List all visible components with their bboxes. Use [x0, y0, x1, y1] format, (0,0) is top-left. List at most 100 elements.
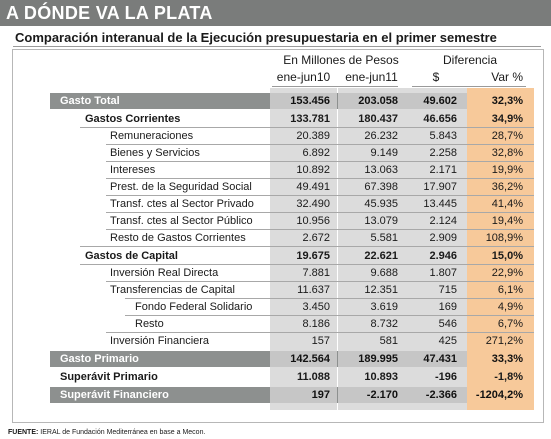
- table-row-gastos-corrientes: Gastos Corrientes 133.781 180.437 46.656…: [50, 110, 534, 128]
- cell-jun11: 22.621: [364, 250, 398, 262]
- row-label: Bienes y Servicios: [110, 147, 200, 159]
- row-divider: [106, 178, 534, 179]
- cell-jun11: 67.398: [364, 181, 398, 193]
- cell-diff-amount: 2.258: [429, 147, 457, 159]
- row-divider: [125, 298, 534, 299]
- cell-jun10: 157: [311, 335, 330, 347]
- cell-jun10: 2.672: [302, 232, 330, 244]
- header-col-jun10: ene-jun10: [276, 70, 331, 84]
- row-divider: [80, 264, 534, 265]
- cell-var-pct: 19,9%: [491, 164, 523, 176]
- table-subtitle: Comparación interanual de la Ejecución p…: [15, 30, 497, 45]
- row-label: Gasto Total: [60, 95, 120, 107]
- row-divider: [106, 212, 534, 213]
- cell-jun10: 142.564: [270, 351, 337, 367]
- table-row-gasto-primario: Gasto Primario 142.564 189.995 47.431 33…: [50, 350, 534, 367]
- cell-jun11: 13.079: [364, 215, 398, 227]
- cell-diff-amount: 2.946: [429, 250, 457, 262]
- cell-jun10: 133.781: [290, 113, 330, 125]
- cell-jun11: 45.935: [364, 198, 398, 210]
- table-row-transf-privado: Transf. ctes al Sector Privado 32.490 45…: [50, 195, 534, 213]
- table-row-seguridad-social: Prest. de la Seguridad Social 49.491 67.…: [50, 178, 534, 196]
- cell-var-pct: -1204,2%: [467, 387, 534, 403]
- cell-jun10: 10.956: [296, 215, 330, 227]
- row-divider: [80, 246, 534, 247]
- cell-var-pct: 4,9%: [497, 301, 523, 313]
- row-divider: [106, 144, 534, 145]
- table-row-gastos-capital: Gastos de Capital 19.675 22.621 2.946 15…: [50, 247, 534, 265]
- cell-jun11: -2.170: [338, 387, 405, 403]
- source-text: IERAL de Fundación Mediterránea en base …: [40, 429, 206, 436]
- banner-title: A DÓNDE VA LA PLATA: [6, 3, 213, 23]
- cell-var-pct: 108,9%: [485, 232, 523, 244]
- row-label: Superávit Financiero: [60, 389, 169, 401]
- cell-jun10: 153.456: [270, 93, 337, 109]
- cell-diff-amount: 13.445: [423, 198, 457, 210]
- cell-diff-amount: -196: [434, 371, 457, 383]
- row-divider: [106, 332, 534, 333]
- cell-jun10: 6.892: [302, 147, 330, 159]
- cell-jun10: 11.088: [296, 371, 330, 383]
- cell-jun10: 197: [270, 387, 337, 403]
- row-divider: [106, 161, 534, 162]
- header-rule-pesos: [272, 86, 398, 87]
- cell-diff-amount: 47.431: [405, 351, 467, 367]
- row-label: Superávit Primario: [60, 371, 158, 383]
- row-label: Gastos de Capital: [85, 250, 178, 262]
- table-row-resto-corrientes: Resto de Gastos Corrientes 2.672 5.581 2…: [50, 229, 534, 247]
- cell-var-pct: 41,4%: [491, 198, 523, 210]
- cell-diff-amount: 5.843: [429, 130, 457, 142]
- cell-jun10: 19.675: [296, 250, 330, 262]
- table-row-bienes-servicios: Bienes y Servicios 6.892 9.149 2.258 32,…: [50, 144, 534, 162]
- cell-diff-amount: 49.602: [405, 93, 467, 109]
- row-label: Transf. ctes al Sector Público: [110, 215, 253, 227]
- cell-jun10: 3.450: [302, 301, 330, 313]
- table-row-transf-publico: Transf. ctes al Sector Público 10.956 13…: [50, 212, 534, 230]
- cell-jun11: 26.232: [364, 130, 398, 142]
- cell-jun10: 7.881: [302, 267, 330, 279]
- header-col-var-pct: Var %: [491, 70, 523, 84]
- cell-jun10: 8.186: [302, 318, 330, 330]
- banner: A DÓNDE VA LA PLATA: [0, 0, 551, 26]
- cell-var-pct: 36,2%: [491, 181, 523, 193]
- header-col-diff-amount: $: [432, 70, 440, 84]
- row-divider: [106, 281, 534, 282]
- table-row-superavit-primario: Superávit Primario 11.088 10.893 -196 -1…: [50, 368, 534, 385]
- subtitle-rule: [13, 46, 541, 47]
- cell-jun10: 49.491: [296, 181, 330, 193]
- row-divider: [80, 127, 534, 128]
- cell-jun10: 10.892: [296, 164, 330, 176]
- cell-jun11: 189.995: [338, 351, 405, 367]
- cell-jun10: 32.490: [296, 198, 330, 210]
- cell-jun11: 203.058: [338, 93, 405, 109]
- table-row-intereses: Intereses 10.892 13.063 2.171 19,9%: [50, 161, 534, 179]
- cell-jun11: 8.732: [370, 318, 398, 330]
- cell-diff-amount: 2.171: [429, 164, 457, 176]
- cell-var-pct: 19,4%: [491, 215, 523, 227]
- table-row-inversion-real: Inversión Real Directa 7.881 9.688 1.807…: [50, 264, 534, 282]
- cell-diff-amount: 425: [438, 335, 457, 347]
- cell-diff-amount: 2.124: [429, 215, 457, 227]
- header-pesos-group: En Millones de Pesos: [283, 53, 399, 67]
- cell-diff-amount: 46.656: [423, 113, 457, 125]
- cell-var-pct: 28,7%: [491, 130, 523, 142]
- cell-jun11: 9.688: [370, 267, 398, 279]
- cell-var-pct: 15,0%: [491, 250, 523, 262]
- row-label: Remuneraciones: [110, 130, 194, 142]
- cell-diff-amount: -2.366: [405, 387, 467, 403]
- row-label: Fondo Federal Solidario: [135, 301, 253, 313]
- cell-diff-amount: 17.907: [423, 181, 457, 193]
- cell-diff-amount: 2.909: [429, 232, 457, 244]
- table-frame: [12, 49, 544, 423]
- table-row-transferencias-capital: Transferencias de Capital 11.637 12.351 …: [50, 281, 534, 299]
- cell-var-pct: -1,8%: [494, 371, 523, 383]
- cell-jun11: 581: [379, 335, 398, 347]
- header-col-jun11: ene-jun11: [345, 70, 398, 84]
- cell-var-pct: 271,2%: [485, 335, 523, 347]
- cell-var-pct: 34,9%: [491, 113, 523, 125]
- cell-jun10: 11.637: [297, 284, 330, 296]
- cell-var-pct: 22,9%: [491, 267, 523, 279]
- row-label: Resto: [135, 318, 164, 330]
- table-row-superavit-financiero: Superávit Financiero 197 -2.170 -2.366 -…: [50, 386, 534, 403]
- table-row-inversion-financiera: Inversión Financiera 157 581 425 271,2%: [50, 332, 534, 349]
